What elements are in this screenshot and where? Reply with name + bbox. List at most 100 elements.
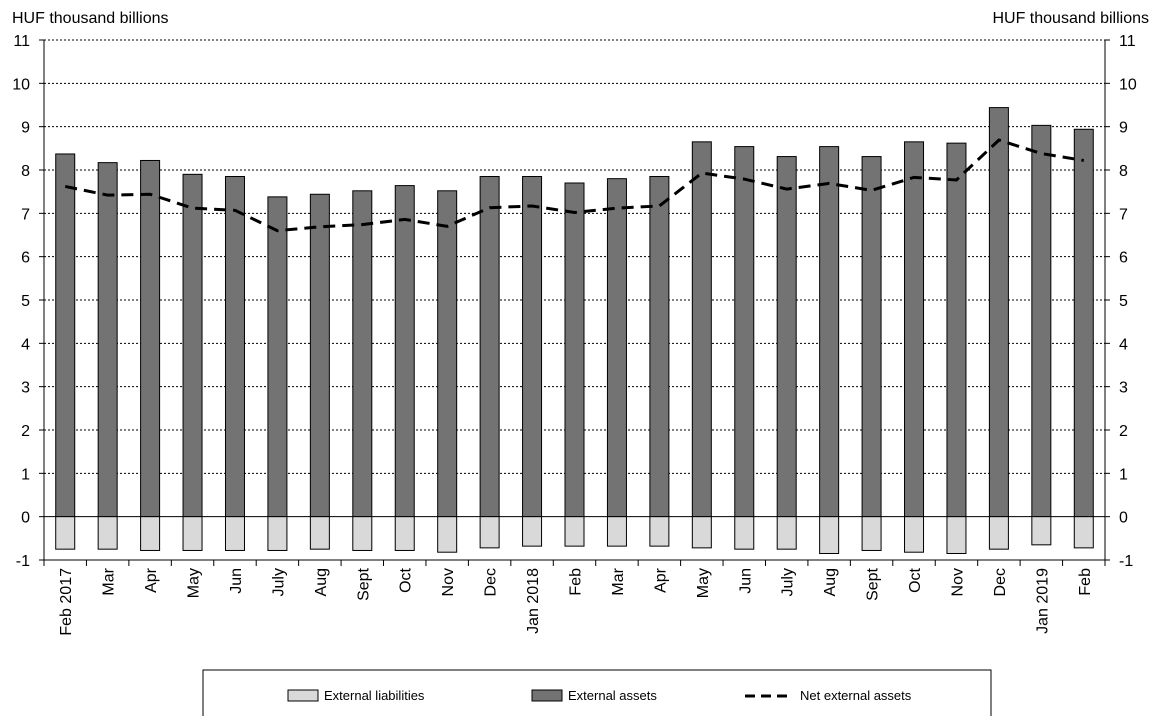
bar-external-assets xyxy=(267,196,288,518)
bar-external-assets xyxy=(97,162,118,518)
bar-external-liabilities xyxy=(55,516,76,550)
x-tick-label: Dec xyxy=(992,568,1009,596)
legend-label-external-assets: External assets xyxy=(568,688,657,703)
bar-external-liabilities xyxy=(819,516,840,555)
bar-external-assets xyxy=(946,142,967,518)
right-tick-label: 7 xyxy=(1119,206,1128,223)
left-axis-unit: HUF thousand billions xyxy=(12,10,169,27)
bar-external-liabilities xyxy=(182,516,203,551)
x-tick-label: Sept xyxy=(355,567,372,600)
x-tick-label: Nov xyxy=(949,568,966,596)
legend-label-external-liabilities: External liabilities xyxy=(324,688,425,703)
x-tick-label: Mar xyxy=(101,567,118,595)
legend-swatch-external-liabilities xyxy=(287,689,319,702)
bar-external-liabilities xyxy=(988,516,1009,550)
bar-external-liabilities xyxy=(140,516,161,551)
bar-external-liabilities xyxy=(479,516,500,549)
x-tick-label: Mar xyxy=(610,567,627,595)
left-tick-label: 1 xyxy=(21,466,30,483)
bar-external-assets xyxy=(1031,124,1052,518)
legend-swatch-external-assets xyxy=(531,689,563,702)
bar-external-assets xyxy=(352,190,373,518)
bar-external-assets xyxy=(988,107,1009,518)
bar-external-assets xyxy=(691,141,712,518)
bar-external-assets xyxy=(182,173,203,518)
bar-external-liabilities xyxy=(606,516,627,547)
bar-external-liabilities xyxy=(1073,516,1094,549)
left-tick-label: 2 xyxy=(21,423,30,440)
x-tick-label: Aug xyxy=(313,568,330,596)
x-tick-label: Dec xyxy=(483,568,500,596)
x-tick-label: Jan 2018 xyxy=(525,568,542,634)
bar-external-assets xyxy=(564,182,585,518)
bar-external-liabilities xyxy=(776,516,797,550)
bar-external-liabilities xyxy=(97,516,118,550)
x-tick-label: Feb xyxy=(1077,568,1094,596)
left-tick-label: 10 xyxy=(12,76,30,93)
bar-external-assets xyxy=(861,156,882,518)
left-tick-label: 5 xyxy=(21,293,30,310)
legend: External liabilities External assets Net e… xyxy=(202,669,992,719)
legend-box xyxy=(202,669,992,719)
right-tick-label: 10 xyxy=(1119,76,1137,93)
left-tick-label: 8 xyxy=(21,163,30,180)
left-tick-label: 3 xyxy=(21,380,30,397)
bar-external-liabilities xyxy=(946,516,967,555)
x-tick-label: Oct xyxy=(907,567,924,592)
right-tick-label: 5 xyxy=(1119,293,1128,310)
x-tick-label: Feb xyxy=(568,568,585,596)
right-tick-label: 2 xyxy=(1119,423,1128,440)
bar-external-liabilities xyxy=(649,516,670,547)
bar-external-assets xyxy=(437,190,458,518)
bar-external-liabilities xyxy=(267,516,288,551)
x-tick-label: May xyxy=(186,568,203,598)
x-tick-label: Oct xyxy=(398,567,415,592)
bar-external-liabilities xyxy=(1031,516,1052,546)
x-tick-label: Feb 2017 xyxy=(58,568,75,636)
bar-external-assets xyxy=(734,146,755,518)
bar-external-liabilities xyxy=(691,516,712,549)
right-tick-label: 9 xyxy=(1119,120,1128,137)
x-tick-label: Apr xyxy=(143,567,160,593)
bar-external-assets xyxy=(776,156,797,518)
bars xyxy=(55,107,1094,555)
right-tick-label: 0 xyxy=(1119,510,1128,527)
bar-external-liabilities xyxy=(861,516,882,551)
bar-external-liabilities xyxy=(904,516,925,553)
x-tick-label: Sept xyxy=(865,567,882,600)
bar-external-liabilities xyxy=(309,516,330,550)
axes xyxy=(39,39,1110,566)
right-tick-label: 3 xyxy=(1119,380,1128,397)
left-tick-label: 11 xyxy=(13,33,30,50)
bar-external-liabilities xyxy=(352,516,373,551)
net-line xyxy=(64,138,1085,233)
bar-external-assets xyxy=(309,193,330,518)
bar-external-assets xyxy=(904,141,925,518)
left-tick-label: 6 xyxy=(21,250,30,267)
bar-external-liabilities xyxy=(734,516,755,550)
x-tick-label: May xyxy=(695,568,712,598)
x-tick-label: July xyxy=(780,568,797,596)
x-tick-label: Jun xyxy=(228,568,245,594)
x-tick-label: Aug xyxy=(822,568,839,596)
left-tick-label: 4 xyxy=(21,336,30,353)
bar-external-assets xyxy=(224,176,245,518)
right-tick-label: 11 xyxy=(1119,33,1136,50)
right-tick-label: 8 xyxy=(1119,163,1128,180)
bar-external-assets xyxy=(55,153,76,518)
right-tick-label: 6 xyxy=(1119,250,1128,267)
x-tick-label: July xyxy=(270,568,287,596)
left-tick-label: 7 xyxy=(21,206,30,223)
right-tick-label: 4 xyxy=(1119,336,1128,353)
bar-external-assets xyxy=(1073,128,1094,518)
bar-external-liabilities xyxy=(394,516,415,551)
x-tick-label: Nov xyxy=(440,568,457,596)
bar-external-assets xyxy=(649,176,670,518)
bar-external-assets xyxy=(140,159,161,518)
bar-external-assets xyxy=(479,176,500,518)
bar-external-assets xyxy=(606,178,627,518)
left-tick-label: 9 xyxy=(21,120,30,137)
right-axis-unit: HUF thousand billions xyxy=(992,10,1149,27)
